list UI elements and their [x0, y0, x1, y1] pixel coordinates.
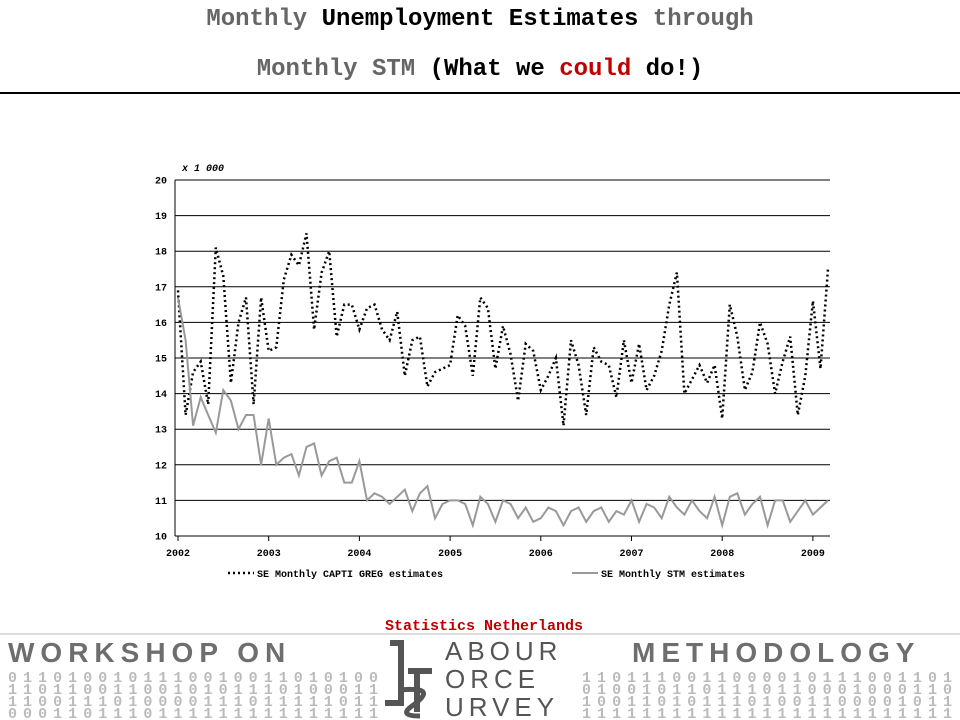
binary-row: 0110100101110010011010100 [8, 670, 378, 687]
binary-row: 1101110011000010111001101 [582, 670, 952, 687]
divider [0, 92, 960, 94]
title-part: Unemployment Estimates [321, 6, 639, 33]
y-tick-label: 15 [155, 355, 167, 366]
logo-word: ABOUR [445, 636, 562, 666]
y-tick-label: 20 [155, 177, 167, 188]
y-tick-label: 17 [155, 283, 167, 294]
banner: WORKSHOP ON METHODOLOGY 0110100101110010… [0, 633, 960, 720]
binary-row: 1001101011101001100001011 [582, 694, 952, 711]
logo-word: URVEY [445, 692, 559, 720]
binary-row: 0001101110111111111111111 [8, 706, 378, 720]
x-tick-label: 2002 [166, 549, 190, 560]
x-tick-label: 2007 [619, 549, 643, 560]
y-tick-label: 16 [155, 319, 167, 330]
x-tick-label: 2003 [257, 549, 281, 560]
logo-s [399, 686, 426, 719]
source: Statistics Netherlands [385, 618, 583, 635]
x-tick-label: 2004 [347, 549, 371, 560]
y-tick-label: 10 [155, 533, 167, 544]
logo-l [385, 640, 404, 706]
series-line [177, 297, 829, 530]
y-unit-label: x 1 000 [181, 164, 224, 175]
title-part: Monthly [206, 6, 308, 33]
title-part: do!) [645, 56, 704, 83]
binary-row: 1111111111111111111111111 [582, 706, 952, 720]
logo-word: ORCE [445, 664, 540, 694]
title-part: Monthly STM [256, 56, 416, 83]
title-part: could [559, 56, 632, 83]
binary-row: 1101100110010101110100011 [8, 682, 378, 699]
title-line: Monthly Unemployment Estimates through [0, 6, 960, 33]
y-tick-label: 11 [155, 497, 167, 508]
y-tick-label: 14 [155, 390, 167, 401]
x-tick-label: 2009 [801, 549, 825, 560]
title-line: Monthly STM (What we could do!) [0, 56, 960, 83]
y-tick-label: 12 [155, 461, 167, 472]
banner-left: WORKSHOP ON [8, 637, 291, 668]
x-tick-label: 2006 [529, 549, 553, 560]
x-tick-label: 2008 [710, 549, 734, 560]
x-tick-label: 2005 [438, 549, 462, 560]
y-tick-label: 18 [155, 248, 167, 259]
banner-right: METHODOLOGY [632, 637, 920, 668]
binary-row: 1100111010000111011111011 [8, 694, 378, 711]
binary-row: 0100101101110110001000110 [582, 682, 952, 699]
y-tick-label: 13 [155, 426, 167, 437]
title-part: (What we [429, 56, 545, 83]
title-part: through [652, 6, 754, 33]
series-line [176, 233, 830, 426]
y-tick-label: 19 [155, 212, 167, 223]
legend-label: SE Monthly STM estimates [601, 569, 745, 581]
legend-label: SE Monthly CAPTI GREG estimates [257, 569, 443, 581]
